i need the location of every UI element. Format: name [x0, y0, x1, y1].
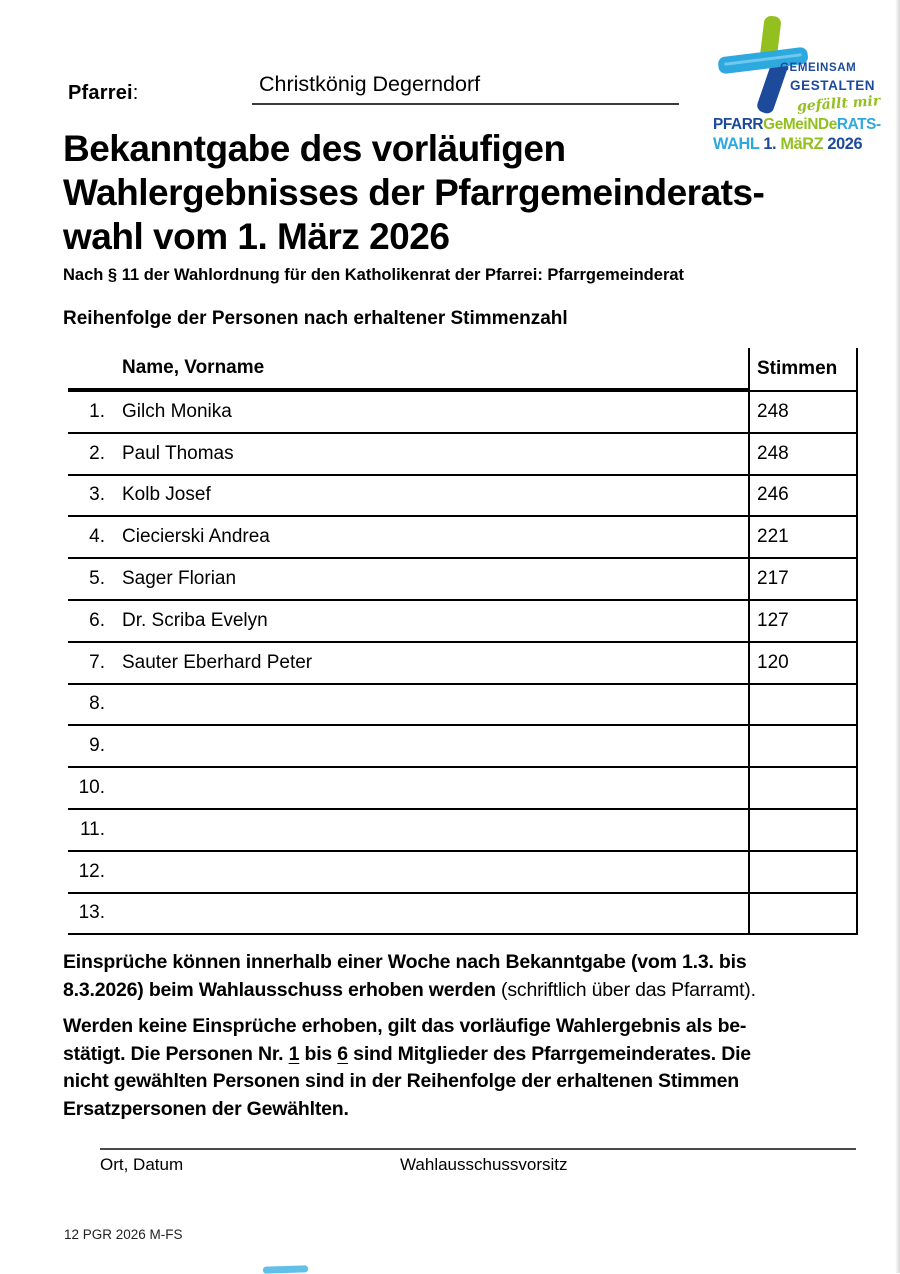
row-votes: 221: [748, 517, 858, 558]
objection-bold-part: 8.3.2026) beim Wahlausschuss erhoben wer…: [63, 978, 496, 1001]
confirmation-line2-mid: bis: [299, 1042, 338, 1065]
row-votes: 248: [748, 392, 858, 432]
wordmark-wahl: WAHL: [713, 134, 760, 153]
row-rank: 1.: [89, 400, 105, 422]
page-title-line1: Bekanntgabe des vorläufigen: [63, 128, 566, 169]
table-row: 13.: [68, 893, 858, 936]
row-rank: 8.: [89, 693, 105, 715]
pfarrei-label-text: Pfarrei: [68, 82, 133, 104]
table-header-left: Name, Vorname: [68, 348, 748, 392]
row-votes: 248: [748, 433, 858, 474]
row-rank: 12.: [78, 860, 105, 882]
confirmation-line4: Ersatzpersonen der Gewählten.: [63, 1097, 349, 1120]
row-name: Sager Florian: [122, 568, 237, 590]
logo-tagline-gemeinsam: GEMEINSAM: [780, 62, 857, 74]
member-range-end: 6: [337, 1042, 348, 1065]
row-name: Gilch Monika: [122, 400, 232, 422]
logo-wordmark-line1: PFARRGeMeiNDeRATS-: [713, 115, 881, 134]
legal-subtitle: Nach § 11 der Wahlordnung für den Kathol…: [63, 266, 685, 284]
row-name: Dr. Scriba Evelyn: [122, 609, 268, 631]
confirmation-line2: stätigt. Die Personen Nr. 1 bis 6 sind M…: [63, 1041, 863, 1069]
wordmark-datum: 1.: [759, 134, 781, 153]
row-name: Ciecierski Andrea: [122, 526, 270, 548]
row-rank: 9.: [89, 735, 105, 757]
table-row: 2. Paul Thomas 248: [68, 433, 858, 476]
row-votes: 246: [748, 475, 858, 516]
row-name: Paul Thomas: [122, 442, 234, 464]
signature-ort-datum-label: Ort, Datum: [100, 1155, 184, 1175]
signature-vorsitz-label: Wahlausschussvorsitz: [400, 1155, 568, 1175]
pfarrei-colon: :: [132, 82, 139, 104]
row-votes: [748, 684, 858, 725]
table-row: 8.: [68, 684, 858, 727]
row-votes: [748, 809, 858, 850]
row-votes: 127: [748, 600, 858, 641]
objection-notice-line1: Einsprüche können innerhalb einer Woche …: [63, 951, 747, 974]
confirmation-line2-post: sind Mitglieder des Pfarrgemeinderates. …: [347, 1042, 751, 1065]
wordmark-gemeinde: GeMeiNDe: [763, 116, 837, 133]
brush-cross-icon: [718, 15, 808, 114]
row-name: Sauter Eberhard Peter: [122, 651, 313, 673]
page-title-line3: wahl vom 1. März 2026: [63, 216, 450, 257]
table-row: 3. Kolb Josef 246: [68, 475, 858, 518]
row-votes: [748, 893, 858, 934]
row-rank: 6.: [89, 609, 105, 631]
row-rank: 11.: [79, 818, 105, 840]
table-row: 10.: [68, 768, 858, 810]
row-votes: 120: [748, 642, 858, 683]
table-row: 12.: [68, 851, 858, 894]
section-heading: Reihenfolge der Personen nach erhaltener…: [63, 308, 568, 329]
logo-tagline-gestalten: GESTALTEN: [790, 78, 876, 93]
pfarrei-value-field: Christkönig Degerndorf: [252, 72, 679, 105]
header-name: Name, Vorname: [122, 357, 265, 378]
objection-notice-line2: 8.3.2026) beim Wahlausschuss erhoben wer…: [63, 977, 863, 1005]
logo-wordmark-line2: WAHL 1. MäRZ 2026: [713, 134, 876, 153]
page-title: Bekanntgabe des vorläufigen Wahlergebnis…: [63, 127, 860, 259]
row-rank: 3.: [89, 484, 105, 506]
confirmation-line3: nicht gewählten Personen sind in der Rei…: [63, 1070, 740, 1093]
row-rank: 10.: [78, 777, 105, 799]
wordmark-pfarr: PFARR: [713, 116, 764, 133]
signature-block: Ort, Datum Wahlausschussvorsitz: [100, 1148, 856, 1175]
wordmark-jahr: 2026: [827, 134, 863, 153]
row-votes: [748, 768, 858, 808]
table-row: 6. Dr. Scriba Evelyn 127: [68, 600, 858, 643]
confirmation-line2-pre: stätigt. Die Personen Nr.: [63, 1042, 289, 1065]
table-row: 5. Sager Florian 217: [68, 559, 858, 601]
pfarrei-row: Pfarrei: Christkönig Degerndorf: [0, 0, 900, 105]
table-header-row: Name, Vorname Stimmen: [68, 348, 858, 392]
form-code: 12 PGR 2026 M-FS: [64, 1227, 183, 1242]
page-title-line2: Wahlergebnisses der Pfarrgemeinderats-: [63, 172, 765, 213]
row-votes: 217: [748, 559, 858, 599]
wordmark-rats: RATS-: [836, 116, 881, 133]
row-rank: 13.: [78, 902, 105, 924]
table-row: 4. Ciecierski Andrea 221: [68, 517, 858, 560]
table-row: 1. Gilch Monika 248: [68, 392, 858, 434]
wordmark-maerz: MäRZ: [780, 134, 828, 153]
row-rank: 7.: [89, 651, 105, 673]
pgr-wahl-logo: GEMEINSAM GESTALTEN gefällt mir PFARRGeM…: [700, 12, 885, 164]
confirmation-line1: Werden keine Einsprüche erhoben, gilt da…: [63, 1015, 747, 1038]
pfarrei-label: Pfarrei:: [68, 82, 252, 105]
row-rank: 5.: [89, 568, 105, 590]
scan-edge-shadow: [895, 0, 900, 1273]
objection-notice: Einsprüche können innerhalb einer Woche …: [63, 949, 863, 1004]
logo-wordmark: PFARRGeMeiNDeRATS- WAHL 1. MäRZ 2026: [713, 115, 881, 153]
row-votes: [748, 726, 858, 767]
row-votes: [748, 851, 858, 892]
table-row: 11.: [68, 809, 858, 852]
scan-artifact: [262, 1265, 309, 1274]
confirmation-notice: Werden keine Einsprüche erhoben, gilt da…: [63, 1013, 863, 1123]
row-name: Kolb Josef: [122, 484, 211, 506]
row-rank: 2.: [89, 442, 105, 464]
table-row: 9.: [68, 726, 858, 769]
member-range-start: 1: [288, 1042, 300, 1065]
results-table: Name, Vorname Stimmen 1. Gilch Monika 24…: [68, 348, 858, 936]
table-row: 7. Sauter Eberhard Peter 120: [68, 642, 858, 685]
objection-normal-part: (schriftlich über das Pfarramt).: [495, 978, 756, 1001]
row-rank: 4.: [89, 526, 105, 548]
header-votes: Stimmen: [748, 348, 858, 392]
